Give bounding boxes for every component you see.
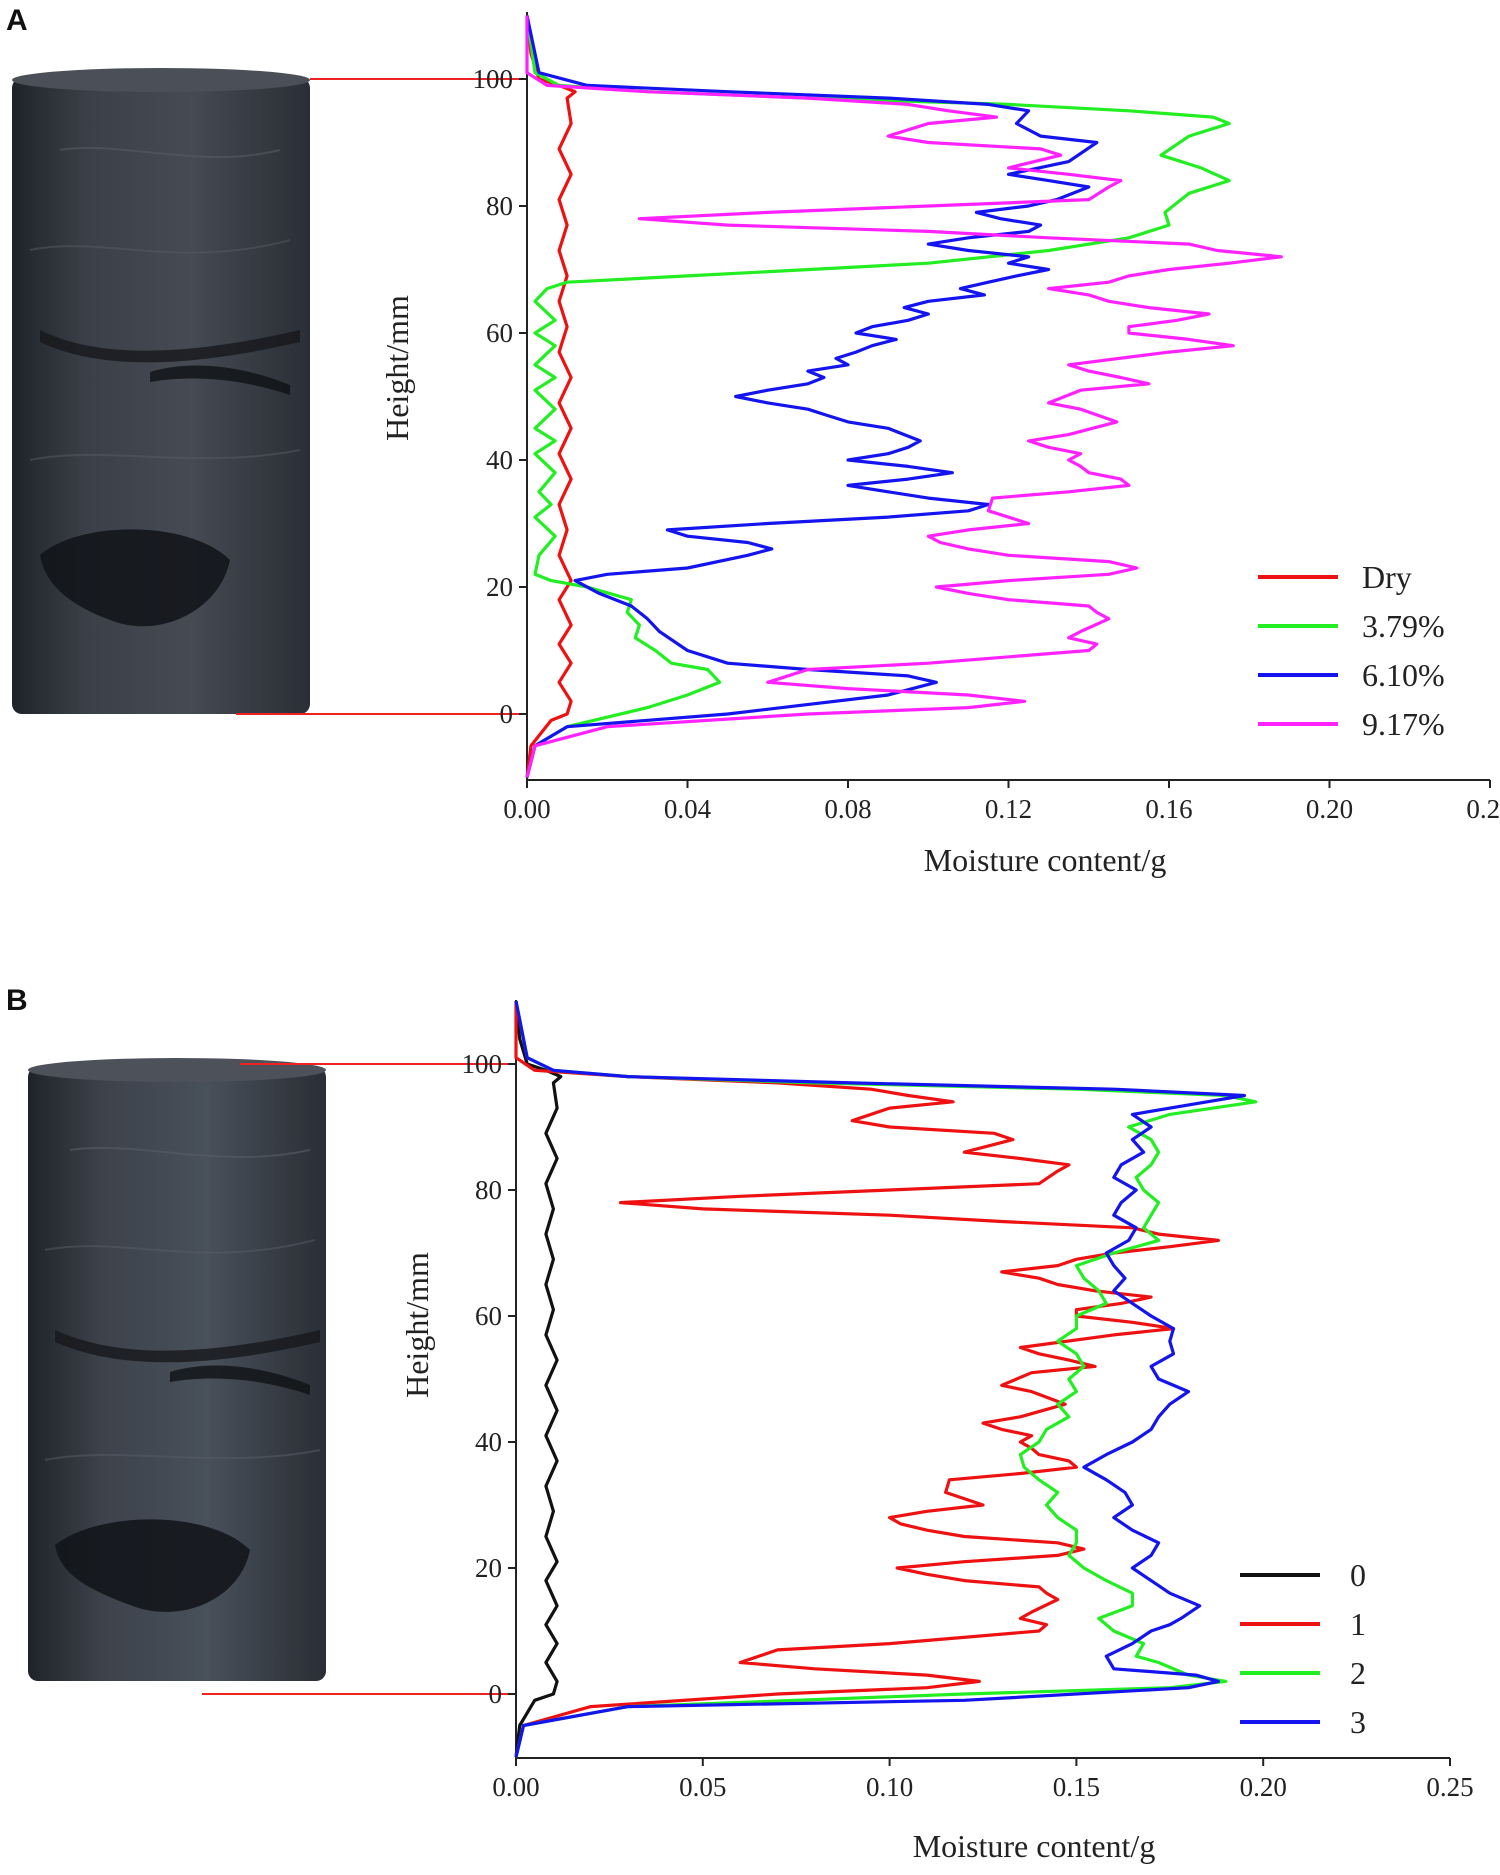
chart-b-y-tick-label: 0: [489, 1679, 503, 1709]
chart-b-x-tick-label: 0.05: [679, 1772, 726, 1802]
chart-a-series-line-917: [525, 15, 1283, 778]
chart-b-y-tick-label: 40: [475, 1427, 502, 1457]
moisture-chart-a: Moisture content/g Height/mm 0.00 0.04 0.0…: [379, 12, 1500, 878]
chart-a-legend-label: Dry: [1362, 559, 1412, 595]
chart-a-y-tick-label: 60: [486, 318, 513, 348]
chart-b-legend-label: 3: [1350, 1704, 1366, 1740]
chart-a-y-tick-label: 0: [500, 699, 514, 729]
chart-b-series-line-1: [514, 1001, 1220, 1758]
chart-a-legend-label: 9.17%: [1362, 706, 1445, 742]
chart-b-y-tick-label: 20: [475, 1553, 502, 1583]
chart-a-x-tick-label: 0.20: [1306, 794, 1353, 824]
chart-a-x-tick-label: 0.24: [1466, 794, 1500, 824]
chart-a-series-line-dry: [525, 15, 577, 778]
chart-b-legend-label: 0: [1350, 1557, 1366, 1593]
chart-a-y-tick-label: 40: [486, 445, 513, 475]
chart-b-x-tick-label: 0.10: [866, 1772, 913, 1802]
chart-a-series-line-379: [525, 15, 1231, 778]
rock-core-image-b: [28, 1058, 326, 1681]
chart-b-ylabel: Height/mm: [399, 1252, 435, 1398]
chart-b-y-tick-label: 60: [475, 1301, 502, 1331]
chart-a-x-tick-label: 0.12: [985, 794, 1032, 824]
panel-b-label: B: [6, 984, 28, 1017]
chart-b-y-tick-label: 100: [462, 1049, 503, 1079]
chart-a-x-tick-label: 0.08: [824, 794, 871, 824]
chart-b-x-tick-label: 0.25: [1426, 1772, 1473, 1802]
chart-a-series-line-610: [525, 15, 1099, 778]
chart-b-xlabel: Moisture content/g: [913, 1828, 1156, 1864]
chart-a-xlabel: Moisture content/g: [924, 842, 1167, 878]
chart-b-legend-label: 2: [1350, 1655, 1366, 1691]
moisture-chart-b: Moisture content/g Height/mm 0.00 0.05 0.1…: [399, 1000, 1474, 1864]
chart-a-y-tick-label: 80: [486, 191, 513, 221]
chart-b-series-line-0: [514, 1000, 563, 1758]
chart-b-x-tick-label: 0.20: [1240, 1772, 1287, 1802]
chart-a-legend-label: 3.79%: [1362, 608, 1445, 644]
chart-b-series-line-2: [514, 1000, 1258, 1758]
panel-a-label: A: [6, 4, 28, 37]
chart-b-legend-label: 1: [1350, 1606, 1366, 1642]
chart-b-x-tick-label: 0.00: [492, 1772, 539, 1802]
chart-a-y-tick-label: 100: [473, 64, 514, 94]
chart-a-legend-label: 6.10%: [1362, 657, 1445, 693]
chart-a-x-tick-label: 0.00: [503, 794, 550, 824]
chart-a-ylabel: Height/mm: [379, 295, 415, 441]
chart-b-y-tick-label: 80: [475, 1175, 502, 1205]
chart-b-x-tick-label: 0.15: [1053, 1772, 1100, 1802]
chart-b-series-line-3: [514, 1000, 1247, 1758]
chart-a-x-tick-label: 0.04: [664, 794, 712, 824]
chart-a-y-tick-label: 20: [486, 572, 513, 602]
chart-a-x-tick-label: 0.16: [1145, 794, 1192, 824]
rock-core-image-a: [12, 68, 310, 714]
